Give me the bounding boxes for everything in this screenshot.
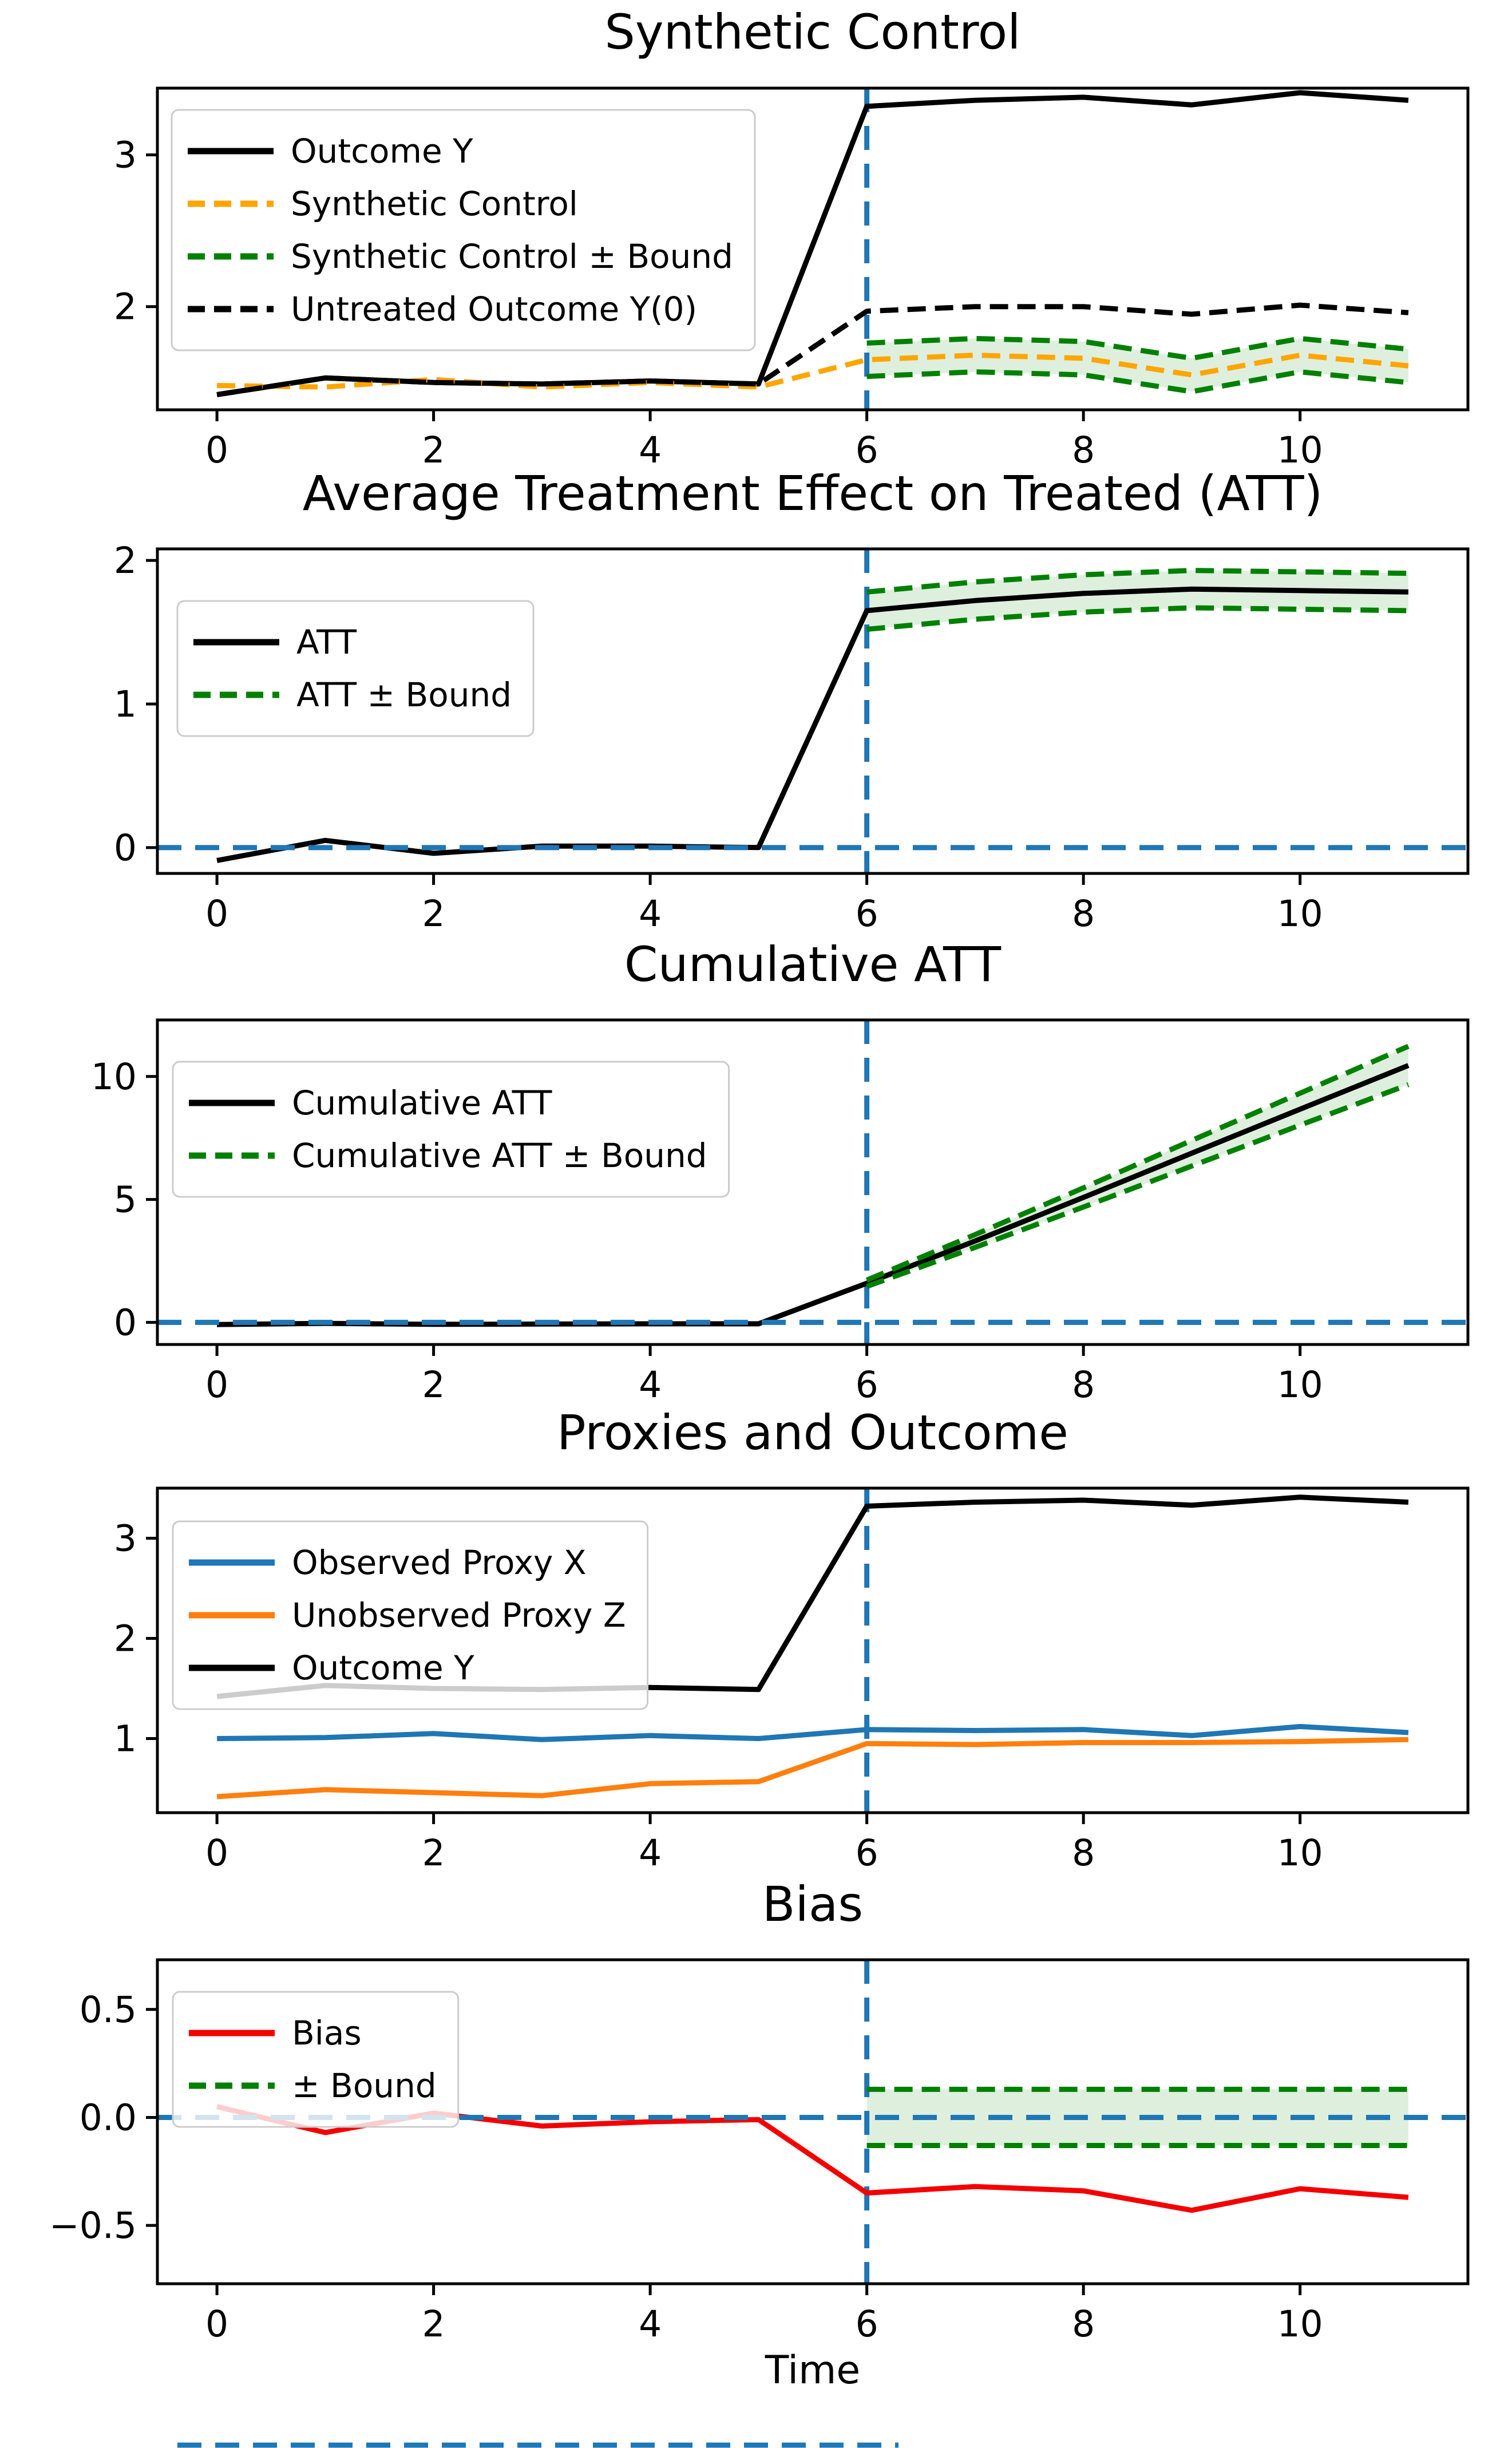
plot-title-proxies-outcome: Proxies and Outcome — [557, 1405, 1068, 1461]
legend-label: Untreated Outcome Y(0) — [291, 290, 697, 329]
x-tick-label: 0 — [205, 429, 228, 471]
x-tick-label: 2 — [422, 2303, 445, 2345]
bound-band — [866, 2089, 1408, 2146]
legend-label: Outcome Y — [292, 1648, 474, 1687]
x-tick-label: 0 — [205, 1832, 228, 1874]
legend: ATT ATT ± Bound — [176, 600, 535, 737]
x-tick-label: 2 — [422, 1832, 445, 1874]
x-tick-label: 10 — [1277, 1832, 1323, 1874]
series-cumulative-att-upper-bound — [865, 1043, 1410, 1283]
x-tick-label: 0 — [205, 893, 228, 935]
x-tick-label: 8 — [1072, 429, 1095, 471]
legend-label: Bias — [292, 2014, 362, 2052]
legend: Bias ± Bound — [172, 1991, 460, 2128]
y-tick-label: 1 — [114, 683, 137, 725]
y-tick-label: 0.0 — [80, 2097, 137, 2138]
legend-label: Cumulative ATT ± Bound — [292, 1136, 707, 1175]
x-tick-label: 8 — [1072, 893, 1095, 935]
bound-band — [866, 570, 1408, 630]
x-tick-label: 4 — [639, 1364, 662, 1406]
subplot-bias: 0 2 4 6 8 10 0.5 0.0 −0.5 Bias ± Bound — [49, 1958, 1470, 2345]
y-tick-label: 3 — [114, 135, 137, 176]
axes-frame — [156, 86, 1470, 412]
x-tick-label: 8 — [1072, 1364, 1095, 1406]
x-tick-label: 8 — [1072, 2303, 1095, 2345]
y-tick-label: 2 — [114, 286, 137, 328]
x-tick-label: 10 — [1277, 429, 1323, 471]
x-tick-label: 6 — [856, 1832, 878, 1874]
subplot-average-treatment-effect-on-treated-att: 0 2 4 6 8 10 0 1 2 ATT ATT ± Bound — [114, 540, 1470, 935]
x-axis-label: Time — [765, 2348, 861, 2393]
series-unobserved-proxy-z — [216, 1737, 1408, 1800]
series-att-upper-bound — [866, 568, 1408, 595]
y-tick-label: 2 — [114, 540, 137, 582]
subplot-cumulative-att: 0 2 4 6 8 10 0 5 10 Cumulative ATT Cumulative ATT … — [91, 1018, 1470, 1406]
y-tick-label: 1 — [114, 1718, 137, 1760]
x-tick-label: 6 — [856, 893, 878, 935]
series-cumulative-att-lower-bound — [866, 1082, 1410, 1289]
legend-label: ATT ± Bound — [296, 675, 512, 714]
legend-label: Unobserved Proxy Z — [292, 1596, 626, 1635]
x-tick-label: 10 — [1277, 1364, 1323, 1406]
y-tick-label: 0 — [114, 1302, 137, 1343]
legend-box — [172, 1520, 649, 1710]
legend-label: ± Bound — [292, 2066, 437, 2105]
x-tick-label: 6 — [856, 429, 878, 471]
legend: Observed Proxy X Unobserved Proxy Z Outcom… — [172, 1520, 649, 1710]
plot-title-att: Average Treatment Effect on Treated (ATT… — [302, 465, 1323, 521]
y-tick-label: 3 — [114, 1518, 137, 1560]
subplot-synthetic-control: 0 2 4 6 8 10 2 3 Outcome Y Synthetic Control Synth… — [114, 86, 1470, 471]
legend-label: Synthetic Control — [291, 184, 578, 223]
x-tick-label: 10 — [1277, 893, 1323, 935]
x-tick-label: 8 — [1072, 1832, 1095, 1874]
legend-label: Synthetic Control ± Bound — [291, 237, 733, 276]
x-tick-label: 6 — [856, 1364, 878, 1406]
y-tick-label: 10 — [91, 1056, 137, 1098]
x-tick-label: 4 — [639, 429, 662, 471]
y-tick-label: 0 — [114, 827, 137, 869]
y-tick-label: 5 — [114, 1179, 137, 1221]
plot-title-synthetic-control: Synthetic Control — [604, 4, 1021, 60]
y-tick-label: 0.5 — [80, 1989, 137, 2031]
axes-frame — [156, 547, 1470, 875]
x-tick-label: 0 — [205, 1364, 228, 1406]
x-tick-label: 4 — [639, 1832, 662, 1874]
legend: Outcome Y Synthetic Control Synthetic Cont… — [171, 109, 756, 351]
legend-label: Observed Proxy X — [292, 1543, 587, 1582]
x-tick-label: 6 — [856, 2303, 878, 2345]
x-tick-label: 2 — [422, 893, 445, 935]
legend-label: Cumulative ATT — [292, 1083, 552, 1122]
legend-label: ATT — [296, 623, 357, 662]
axes-frame — [156, 1486, 1470, 1814]
series-cumulative-att — [217, 1063, 1410, 1327]
plot-title-cumulative-att: Cumulative ATT — [624, 936, 1002, 992]
series-synthetic-control-lower-bound — [866, 369, 1409, 394]
bound-band — [866, 338, 1408, 392]
series-att — [216, 586, 1408, 863]
plot-title-bias: Bias — [762, 1876, 864, 1932]
y-tick-label: −0.5 — [49, 2205, 137, 2247]
x-tick-label: 2 — [422, 429, 445, 471]
axes-frame — [156, 1018, 1470, 1346]
x-tick-label: 0 — [205, 2303, 228, 2345]
legend-box — [176, 600, 535, 737]
series-observed-proxy-x — [217, 1724, 1409, 1742]
x-tick-label: 4 — [639, 893, 662, 935]
y-tick-label: 2 — [114, 1618, 137, 1660]
legend-box — [171, 109, 756, 351]
x-tick-label: 10 — [1277, 2303, 1323, 2345]
legend-box — [172, 1061, 730, 1198]
legend: Cumulative ATT Cumulative ATT ± Bound — [172, 1061, 730, 1198]
axes-frame — [156, 1958, 1470, 2285]
legend-label: Outcome Y — [291, 132, 473, 171]
series-att-lower-bound — [866, 605, 1408, 632]
x-tick-label: 4 — [639, 2303, 662, 2345]
legend-box — [172, 1991, 460, 2128]
series-untreated-outcome-y-0 — [216, 302, 1409, 397]
series-synthetic-control-upper-bound — [866, 335, 1409, 361]
x-tick-label: 2 — [422, 1364, 445, 1406]
